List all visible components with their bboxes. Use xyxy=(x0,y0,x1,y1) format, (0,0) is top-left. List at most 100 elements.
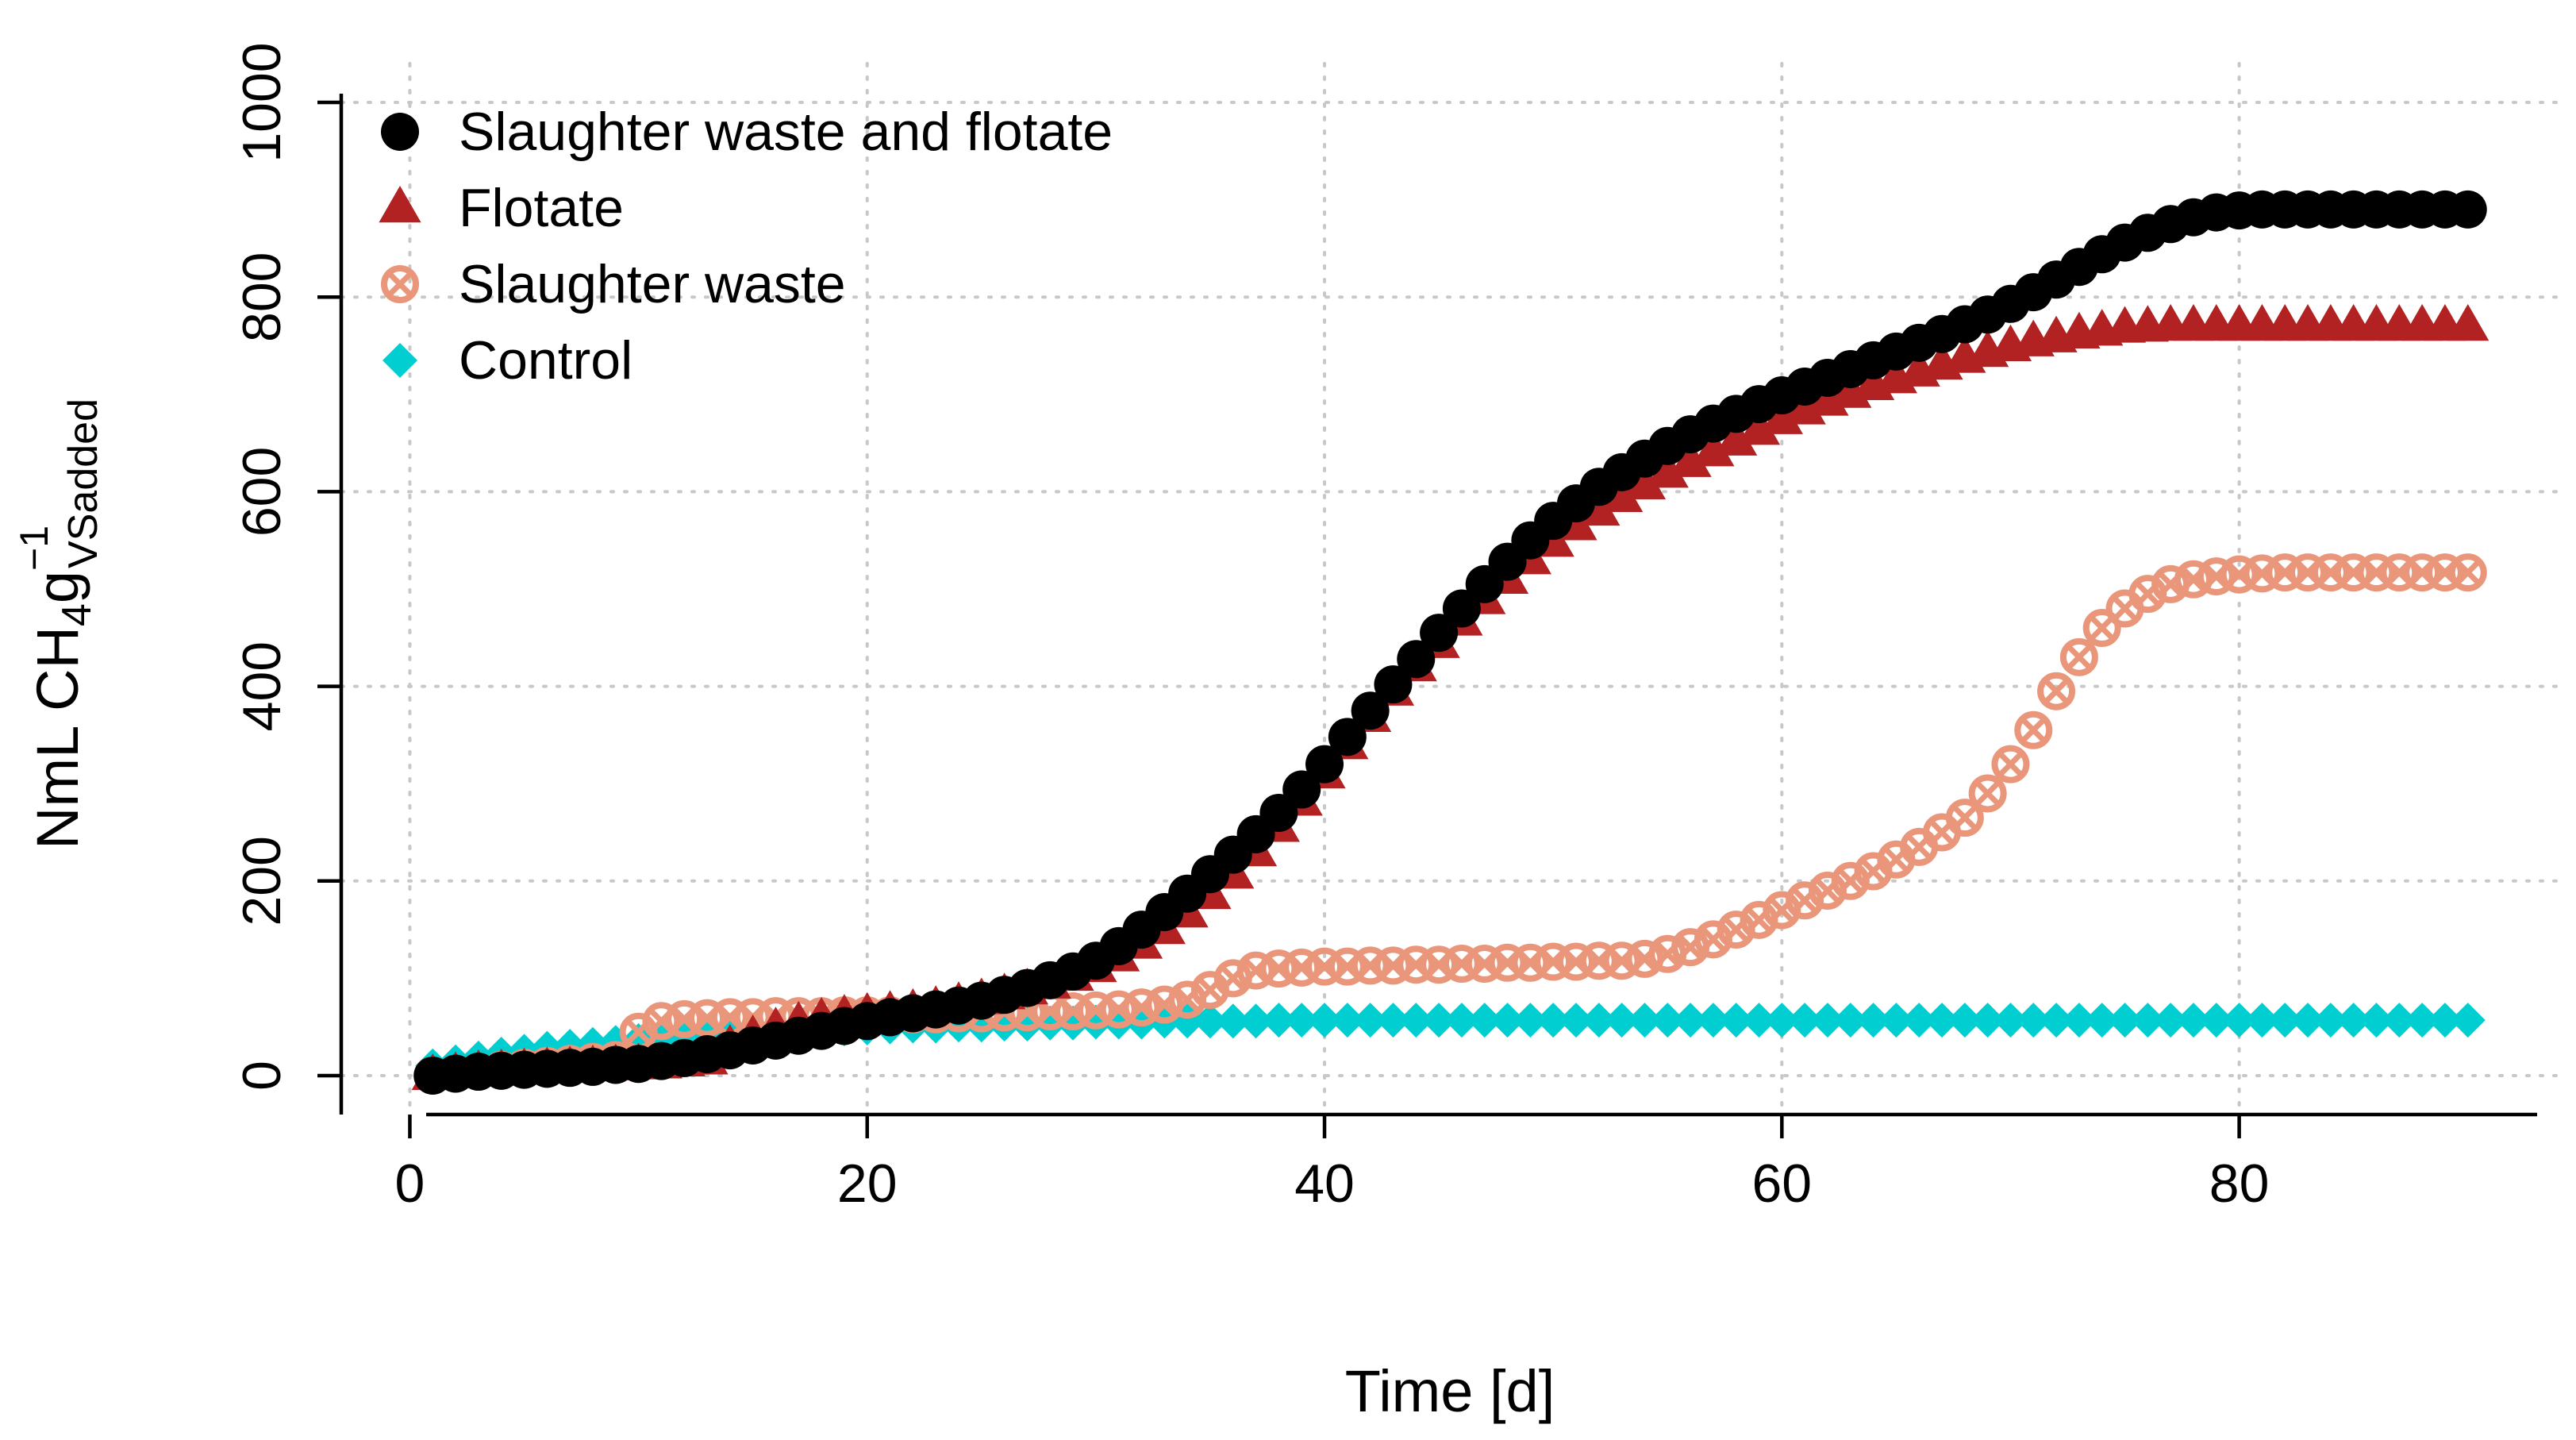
data-point xyxy=(1351,691,1390,730)
data-point xyxy=(1646,451,1689,488)
data-point xyxy=(1329,1003,1365,1038)
legend-label: Slaughter waste xyxy=(459,254,846,314)
data-point xyxy=(1669,440,1712,477)
data-point-ring xyxy=(1282,948,1321,987)
data-point-ring xyxy=(1054,992,1093,1031)
data-point xyxy=(1397,640,1436,679)
y-tick-label: 200 xyxy=(232,836,292,926)
data-point-ring xyxy=(1579,941,1618,980)
data-point xyxy=(1809,1003,1845,1038)
x-axis-title: Time [d] xyxy=(1345,1358,1555,1424)
data-point xyxy=(1878,1003,1914,1038)
y-axis-title: NmL CH4g−1VSadded xyxy=(12,399,106,849)
data-point xyxy=(1490,1003,1525,1038)
data-point xyxy=(2014,710,2053,749)
x-tick-label: 60 xyxy=(1751,1153,1812,1214)
data-point-ring xyxy=(1397,945,1436,984)
data-point xyxy=(1695,1003,1731,1038)
data-point xyxy=(2336,1003,2371,1038)
data-point xyxy=(1444,1003,1479,1038)
data-point xyxy=(1398,1003,1434,1038)
data-point-cross xyxy=(2089,614,2116,641)
data-point xyxy=(2153,1003,2189,1038)
data-point xyxy=(1558,1003,1594,1038)
data-point xyxy=(1692,429,1735,467)
data-point xyxy=(2016,1003,2051,1038)
data-point-ring xyxy=(1442,944,1481,983)
data-point-cross xyxy=(1951,804,1978,831)
data-point xyxy=(1993,1003,2028,1038)
data-point-ring xyxy=(1328,947,1367,986)
data-point xyxy=(1536,1003,1571,1038)
y-title-g: g xyxy=(25,571,90,603)
x-tick-label: 0 xyxy=(395,1153,425,1214)
data-point-ring xyxy=(2220,555,2259,594)
data-point xyxy=(1737,408,1781,445)
data-point-ring xyxy=(1420,945,1459,984)
data-point-ring xyxy=(1602,941,1641,980)
data-point xyxy=(1760,397,1803,434)
data-point-ring xyxy=(2425,553,2464,592)
data-point-ring xyxy=(2403,553,2442,592)
data-point xyxy=(1328,718,1367,757)
y-tick-label: 400 xyxy=(232,641,292,731)
data-point-ring xyxy=(1259,949,1298,988)
data-point xyxy=(1718,1003,1754,1038)
data-point xyxy=(1307,1003,1343,1038)
x-tick-label: 80 xyxy=(2209,1153,2270,1214)
data-point xyxy=(2382,1003,2417,1038)
data-point-ring xyxy=(1945,799,1984,837)
y-title-sup: −1 xyxy=(12,526,56,571)
data-point xyxy=(2107,1003,2143,1038)
data-point-ring xyxy=(665,999,704,1038)
data-point xyxy=(2061,1003,2097,1038)
data-point-ring xyxy=(1465,944,1504,983)
data-point xyxy=(1284,1003,1320,1038)
data-point-ring xyxy=(1305,947,1344,986)
data-point xyxy=(1261,1003,1297,1038)
data-point-ring xyxy=(2197,557,2236,596)
data-point xyxy=(1715,418,1758,456)
data-point xyxy=(2084,1003,2120,1038)
data-point xyxy=(2448,190,2487,229)
data-point xyxy=(1968,774,2007,813)
data-point xyxy=(1673,1003,1709,1038)
data-point xyxy=(2221,1003,2257,1038)
data-point xyxy=(2039,1003,2074,1038)
y-title-sub-vsadded: VSadded xyxy=(60,399,106,568)
data-point xyxy=(2037,672,2076,710)
legend-marker xyxy=(381,113,419,151)
data-point-ring xyxy=(2448,553,2487,592)
data-point-cross xyxy=(1974,780,2001,807)
data-point xyxy=(2082,609,2121,648)
data-point xyxy=(1945,799,1984,837)
data-point xyxy=(2448,553,2487,592)
data-point-cross xyxy=(1997,751,2024,778)
data-point-ring xyxy=(2014,710,2053,749)
data-point xyxy=(2198,1003,2234,1038)
data-point xyxy=(2450,1003,2486,1038)
data-point-ring xyxy=(1511,943,1550,982)
y-title-sub-4: 4 xyxy=(54,603,100,626)
data-point xyxy=(2359,1003,2394,1038)
legend-marker xyxy=(383,343,417,378)
data-point-ring xyxy=(2289,553,2328,592)
legend: Slaughter waste and flotate Flotate Slaugh… xyxy=(379,102,1113,391)
data-point-ring xyxy=(2380,553,2419,592)
legend-label: Control xyxy=(459,330,632,391)
data-point-ring xyxy=(2266,553,2305,592)
data-point-ring xyxy=(2037,672,2076,710)
data-point xyxy=(2447,304,2489,341)
data-point xyxy=(1623,462,1667,500)
axes xyxy=(339,94,2537,1117)
series xyxy=(411,190,2489,1095)
data-point-ring xyxy=(2357,553,2396,592)
data-point-ring xyxy=(1351,946,1390,985)
data-point xyxy=(1420,614,1459,653)
data-point xyxy=(1604,1003,1640,1038)
data-point xyxy=(1901,1003,1937,1038)
data-point-cross xyxy=(2455,559,2482,586)
data-point xyxy=(1601,475,1644,512)
